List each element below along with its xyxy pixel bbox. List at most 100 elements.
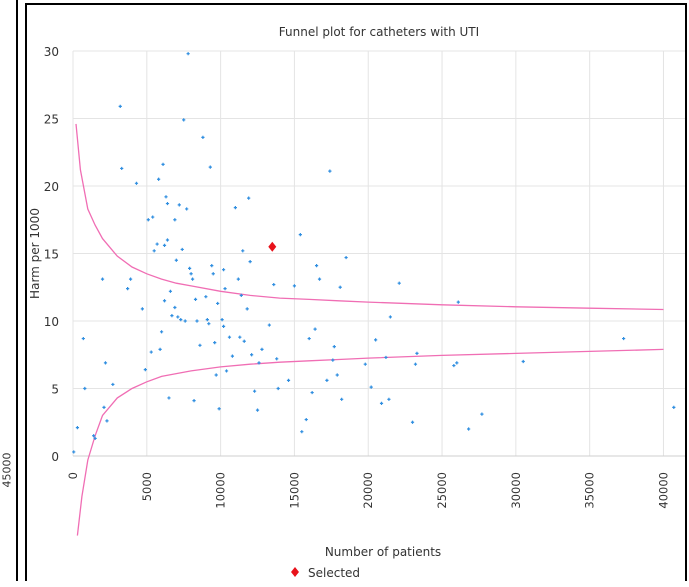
data-point — [344, 255, 348, 260]
data-point — [180, 247, 184, 252]
data-point — [140, 307, 144, 311]
data-point — [317, 277, 322, 281]
data-point — [384, 355, 388, 360]
data-point — [103, 361, 108, 365]
data-point — [174, 258, 178, 262]
y-axis-label: Harm per 1000 — [28, 208, 42, 299]
data-point — [149, 350, 153, 354]
funnel-plot: Funnel plot for catheters with UTI 0 5 10 15… — [28, 25, 689, 580]
data-point — [134, 181, 139, 185]
data-point — [186, 52, 190, 56]
data-point — [292, 284, 297, 288]
data-point — [83, 386, 87, 391]
data-point — [158, 347, 162, 351]
data-point — [672, 405, 676, 409]
chart-frame: Funnel plot for catheters with UTI 0 5 10 15… — [25, 3, 689, 581]
data-point — [198, 343, 202, 347]
data-point — [120, 166, 124, 171]
data-point — [224, 369, 229, 373]
data-point — [397, 281, 401, 285]
data-point — [157, 177, 161, 181]
data-point — [162, 243, 167, 247]
data-point — [369, 385, 373, 389]
data-point — [304, 417, 308, 422]
data-point — [193, 297, 198, 301]
y-tick-label: 20 — [44, 180, 59, 194]
data-point — [146, 218, 150, 222]
data-point — [126, 287, 130, 291]
y-tick-label: 0 — [51, 450, 59, 464]
data-point — [230, 354, 235, 358]
data-point — [313, 327, 317, 331]
data-point — [387, 397, 391, 401]
data-point — [201, 135, 205, 139]
x-tick-label: 25000 — [435, 472, 449, 509]
data-point — [188, 266, 192, 270]
data-point — [300, 430, 304, 434]
data-point — [622, 336, 626, 341]
data-point — [247, 196, 251, 200]
x-tick-label: 10000 — [214, 472, 228, 509]
data-point — [207, 322, 211, 326]
selected-point-marker — [268, 241, 277, 252]
data-point — [239, 293, 243, 297]
x-tick-label: 15000 — [287, 472, 301, 509]
data-point — [159, 330, 164, 334]
data-point — [455, 361, 459, 365]
x-tick-label: 5000 — [140, 472, 154, 501]
data-point — [214, 373, 218, 377]
legend-marker-selected — [291, 567, 299, 577]
data-point — [189, 272, 193, 276]
data-point — [128, 277, 133, 281]
data-point — [221, 324, 226, 328]
data-point — [190, 277, 195, 281]
data-point — [164, 195, 168, 199]
data-point — [204, 295, 208, 299]
x-tick-label: 35000 — [583, 472, 597, 509]
x-tick-label: 0 — [66, 472, 80, 479]
data-point — [151, 215, 155, 219]
data-point — [168, 289, 173, 293]
legend-label-selected: Selected — [308, 566, 360, 580]
chart-title: Funnel plot for catheters with UTI — [279, 25, 479, 39]
data-point — [176, 315, 180, 319]
data-point — [275, 357, 279, 361]
data-point — [118, 104, 122, 108]
data-point — [340, 397, 344, 401]
control-limit-lower — [76, 348, 664, 536]
data-point — [388, 315, 392, 319]
data-point — [310, 390, 314, 395]
data-point — [272, 282, 276, 287]
data-point — [236, 277, 240, 281]
data-point — [155, 242, 159, 246]
data-point — [331, 358, 335, 362]
data-point — [328, 169, 332, 173]
data-point — [257, 361, 261, 365]
data-point — [162, 299, 167, 303]
data-point — [173, 305, 177, 310]
left-panel-tick-label: 45000 — [0, 452, 14, 488]
data-point — [335, 373, 339, 377]
data-point — [255, 408, 260, 412]
data-point — [415, 351, 419, 355]
data-point — [413, 362, 418, 366]
data-point — [165, 238, 170, 242]
data-point — [276, 386, 280, 391]
data-point — [173, 218, 177, 222]
data-point — [238, 335, 242, 339]
y-tick-label: 5 — [51, 383, 59, 397]
data-point — [227, 335, 232, 339]
data-point — [307, 336, 311, 341]
data-point — [374, 338, 378, 342]
data-point — [105, 419, 109, 423]
data-point — [456, 300, 460, 304]
data-point — [167, 396, 171, 400]
data-point — [185, 207, 189, 211]
x-axis-label: Number of patients — [325, 545, 441, 559]
data-point — [75, 426, 80, 430]
data-point — [211, 272, 215, 276]
x-tick-label: 40000 — [656, 472, 670, 509]
data-point — [217, 407, 221, 411]
data-point — [208, 165, 212, 169]
data-point — [72, 450, 76, 454]
